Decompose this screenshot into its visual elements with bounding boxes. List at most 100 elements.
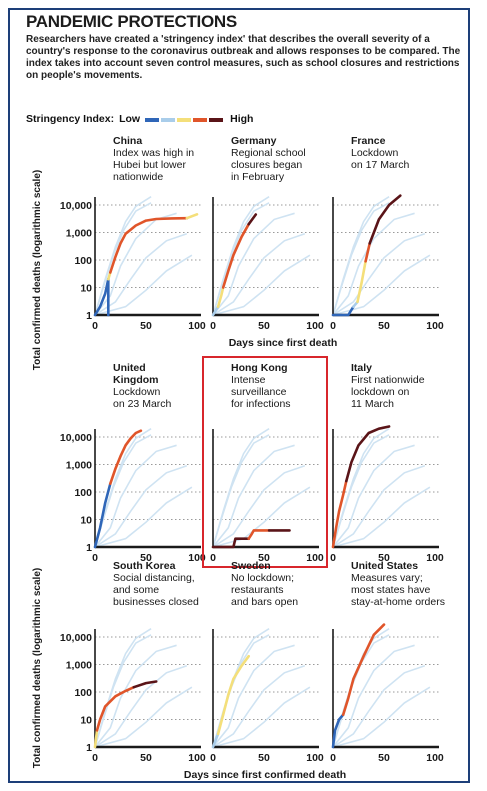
panel-note: Hubei but lower xyxy=(113,159,186,171)
y-tick-label: 10 xyxy=(80,715,92,727)
series-line-sweden xyxy=(216,654,250,736)
background-country-line xyxy=(94,634,152,748)
infographic-frame xyxy=(8,8,470,783)
x-tick-label: 50 xyxy=(140,320,152,332)
background-country-line xyxy=(212,434,270,548)
y-tick-label: 100 xyxy=(74,255,92,267)
background-country-line xyxy=(332,634,390,748)
panel-title: Germany xyxy=(231,135,277,147)
panel-title: France xyxy=(351,135,386,147)
series-line-germany xyxy=(247,213,258,226)
background-country-line xyxy=(212,212,295,316)
x-tick-label: 100 xyxy=(188,320,206,332)
series-line-united-kingdom xyxy=(109,429,143,485)
x-tick-label: 50 xyxy=(140,552,152,564)
y-tick-label: 100 xyxy=(74,687,92,699)
series-line-united-kingdom xyxy=(93,482,112,549)
x-tick-label: 100 xyxy=(188,752,206,764)
page-title: PANDEMIC PROTECTIONS xyxy=(26,12,237,31)
x-tick-label: 0 xyxy=(210,552,216,564)
y-tick-label: 1 xyxy=(86,310,92,322)
background-country-line xyxy=(212,465,306,548)
panel-note: stay-at-home orders xyxy=(351,596,445,608)
x-tick-label: 50 xyxy=(140,752,152,764)
legend-color-scale xyxy=(145,113,225,125)
series-line-france xyxy=(368,194,402,245)
background-country-line xyxy=(94,644,177,748)
panel-title: Italy xyxy=(351,362,372,374)
series-line-hong-kong xyxy=(247,529,271,540)
x-axis-label: Days since first death xyxy=(229,337,338,349)
panel-note: businesses closed xyxy=(113,596,199,608)
x-tick-label: 0 xyxy=(330,552,336,564)
panel-title: United xyxy=(113,362,146,374)
background-country-line xyxy=(94,233,188,316)
panel-note: nationwide xyxy=(113,171,163,183)
y-tick-label: 1 xyxy=(86,542,92,554)
panel-title: China xyxy=(113,135,142,147)
background-country-line xyxy=(332,428,390,548)
background-country-line xyxy=(332,465,426,548)
panel-note: First nationwide xyxy=(351,374,425,386)
x-tick-label: 50 xyxy=(378,752,390,764)
x-tick-label: 50 xyxy=(378,552,390,564)
background-country-line xyxy=(212,233,306,316)
panel-note: on 23 March xyxy=(113,398,172,410)
y-tick-label: 1 xyxy=(86,742,92,754)
background-country-line xyxy=(94,254,193,316)
background-country-line xyxy=(332,233,426,316)
panel-note: and some xyxy=(113,584,159,596)
x-tick-label: 0 xyxy=(210,320,216,332)
panel-note: and bars open xyxy=(231,596,298,608)
panel-title: United States xyxy=(351,560,418,572)
background-country-line xyxy=(332,444,415,548)
x-axis-label: Days since first confirmed death xyxy=(184,769,346,781)
background-country-line xyxy=(94,686,193,748)
background-country-line xyxy=(332,212,415,316)
y-tick-label: 100 xyxy=(74,487,92,499)
panel-title: Hong Kong xyxy=(231,362,288,374)
background-country-line xyxy=(332,202,390,316)
x-tick-label: 50 xyxy=(378,320,390,332)
x-tick-label: 0 xyxy=(330,320,336,332)
x-tick-label: 100 xyxy=(306,320,324,332)
background-country-line xyxy=(212,634,270,748)
background-country-line xyxy=(212,644,295,748)
series-line-sweden xyxy=(211,732,220,749)
series-line-france xyxy=(356,260,367,304)
stringency-legend: Stringency Index: Low High xyxy=(26,113,253,125)
background-country-line xyxy=(94,628,152,748)
x-tick-label: 0 xyxy=(210,752,216,764)
highlight-box xyxy=(202,356,328,568)
x-tick-label: 50 xyxy=(258,752,270,764)
panel-note: Social distancing, xyxy=(113,572,195,584)
series-line-china xyxy=(109,216,189,274)
y-tick-label: 10,000 xyxy=(60,632,92,644)
legend-swatch xyxy=(193,118,208,122)
series-line-france xyxy=(364,242,371,263)
series-line-china xyxy=(93,277,110,317)
y-axis-label: Total confirmed deaths (logarithmic scal… xyxy=(32,170,43,370)
background-country-line xyxy=(212,202,270,316)
y-tick-label: 1,000 xyxy=(66,228,92,240)
panel-note: Lockdown xyxy=(113,386,160,398)
panel-title: South Korea xyxy=(113,560,176,572)
series-line-germany xyxy=(216,286,225,308)
background-country-line xyxy=(212,444,295,548)
legend-label: Stringency Index: xyxy=(26,113,115,125)
background-country-line xyxy=(332,628,390,748)
background-country-line xyxy=(212,665,306,748)
legend-low-label: Low xyxy=(119,113,141,125)
background-country-line xyxy=(332,644,415,748)
series-line-germany xyxy=(221,222,250,289)
panel-note: for infections xyxy=(231,398,291,410)
background-country-line xyxy=(332,434,390,548)
series-line-united-states xyxy=(341,623,386,716)
panel-note: Regional school xyxy=(231,147,306,159)
panel-note: 11 March xyxy=(351,398,394,410)
series-line-united-states xyxy=(331,713,345,749)
panel-note: restaurants xyxy=(231,584,284,596)
panel-title: Kingdom xyxy=(113,374,159,386)
legend-swatch xyxy=(145,118,160,122)
background-country-line xyxy=(332,665,426,748)
